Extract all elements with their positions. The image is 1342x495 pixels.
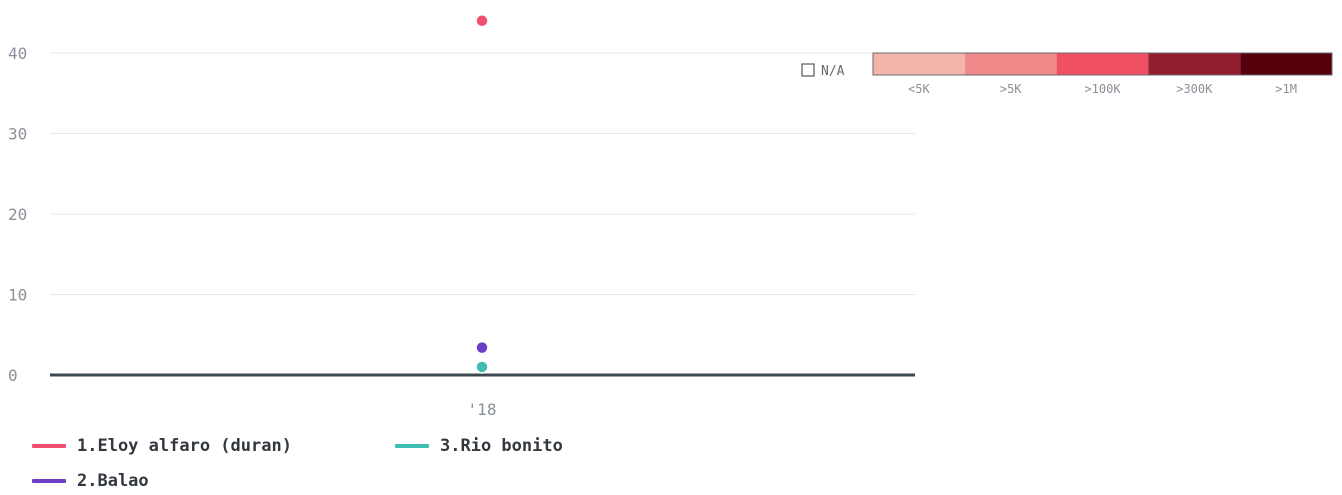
legend-swatch bbox=[32, 444, 66, 448]
legend-item-balao: 2.Balao bbox=[32, 471, 149, 491]
legend-label: 3.Rio bonito bbox=[440, 436, 563, 456]
color-scale-swatch bbox=[1057, 53, 1149, 75]
legend-label: 1.Eloy alfaro (duran) bbox=[77, 436, 292, 456]
data-point[interactable] bbox=[476, 361, 488, 373]
y-tick-label: 20 bbox=[8, 205, 27, 224]
color-scale-label: >100K bbox=[1084, 82, 1121, 96]
color-scale-swatch bbox=[965, 53, 1057, 75]
y-tick-label: 10 bbox=[8, 286, 27, 305]
data-point[interactable] bbox=[476, 15, 488, 27]
color-scale-swatch bbox=[1240, 53, 1332, 75]
color-scale-label: >1M bbox=[1275, 82, 1297, 96]
color-scale-label: <5K bbox=[908, 82, 930, 96]
scatter-chart: 0 10 20 30 40 '18 N/A <5K >5K >100K >300K >1M bbox=[0, 0, 1342, 430]
legend-item-eloy-alfaro: 1.Eloy alfaro (duran) bbox=[32, 436, 292, 456]
x-axis-ticks: '18 bbox=[468, 400, 497, 419]
color-scale-swatch bbox=[873, 53, 965, 75]
x-tick-label: '18 bbox=[468, 400, 497, 419]
grid bbox=[50, 53, 915, 295]
y-axis-ticks: 0 10 20 30 40 bbox=[8, 44, 27, 385]
color-scale-label: >300K bbox=[1176, 82, 1213, 96]
na-swatch bbox=[802, 64, 814, 76]
legend-swatch bbox=[395, 444, 429, 448]
legend-item-rio-bonito: 3.Rio bonito bbox=[395, 436, 563, 456]
y-tick-label: 40 bbox=[8, 44, 27, 63]
color-scale-swatch bbox=[1148, 53, 1240, 75]
legend-label: 2.Balao bbox=[77, 471, 149, 491]
y-tick-label: 0 bbox=[8, 366, 18, 385]
na-label: N/A bbox=[821, 64, 845, 79]
color-scale-label: >5K bbox=[1000, 82, 1022, 96]
data-points bbox=[476, 15, 488, 373]
y-tick-label: 30 bbox=[8, 125, 27, 144]
color-scale-legend: N/A <5K >5K >100K >300K >1M bbox=[802, 53, 1332, 96]
data-point[interactable] bbox=[476, 342, 488, 354]
legend-swatch bbox=[32, 479, 66, 483]
